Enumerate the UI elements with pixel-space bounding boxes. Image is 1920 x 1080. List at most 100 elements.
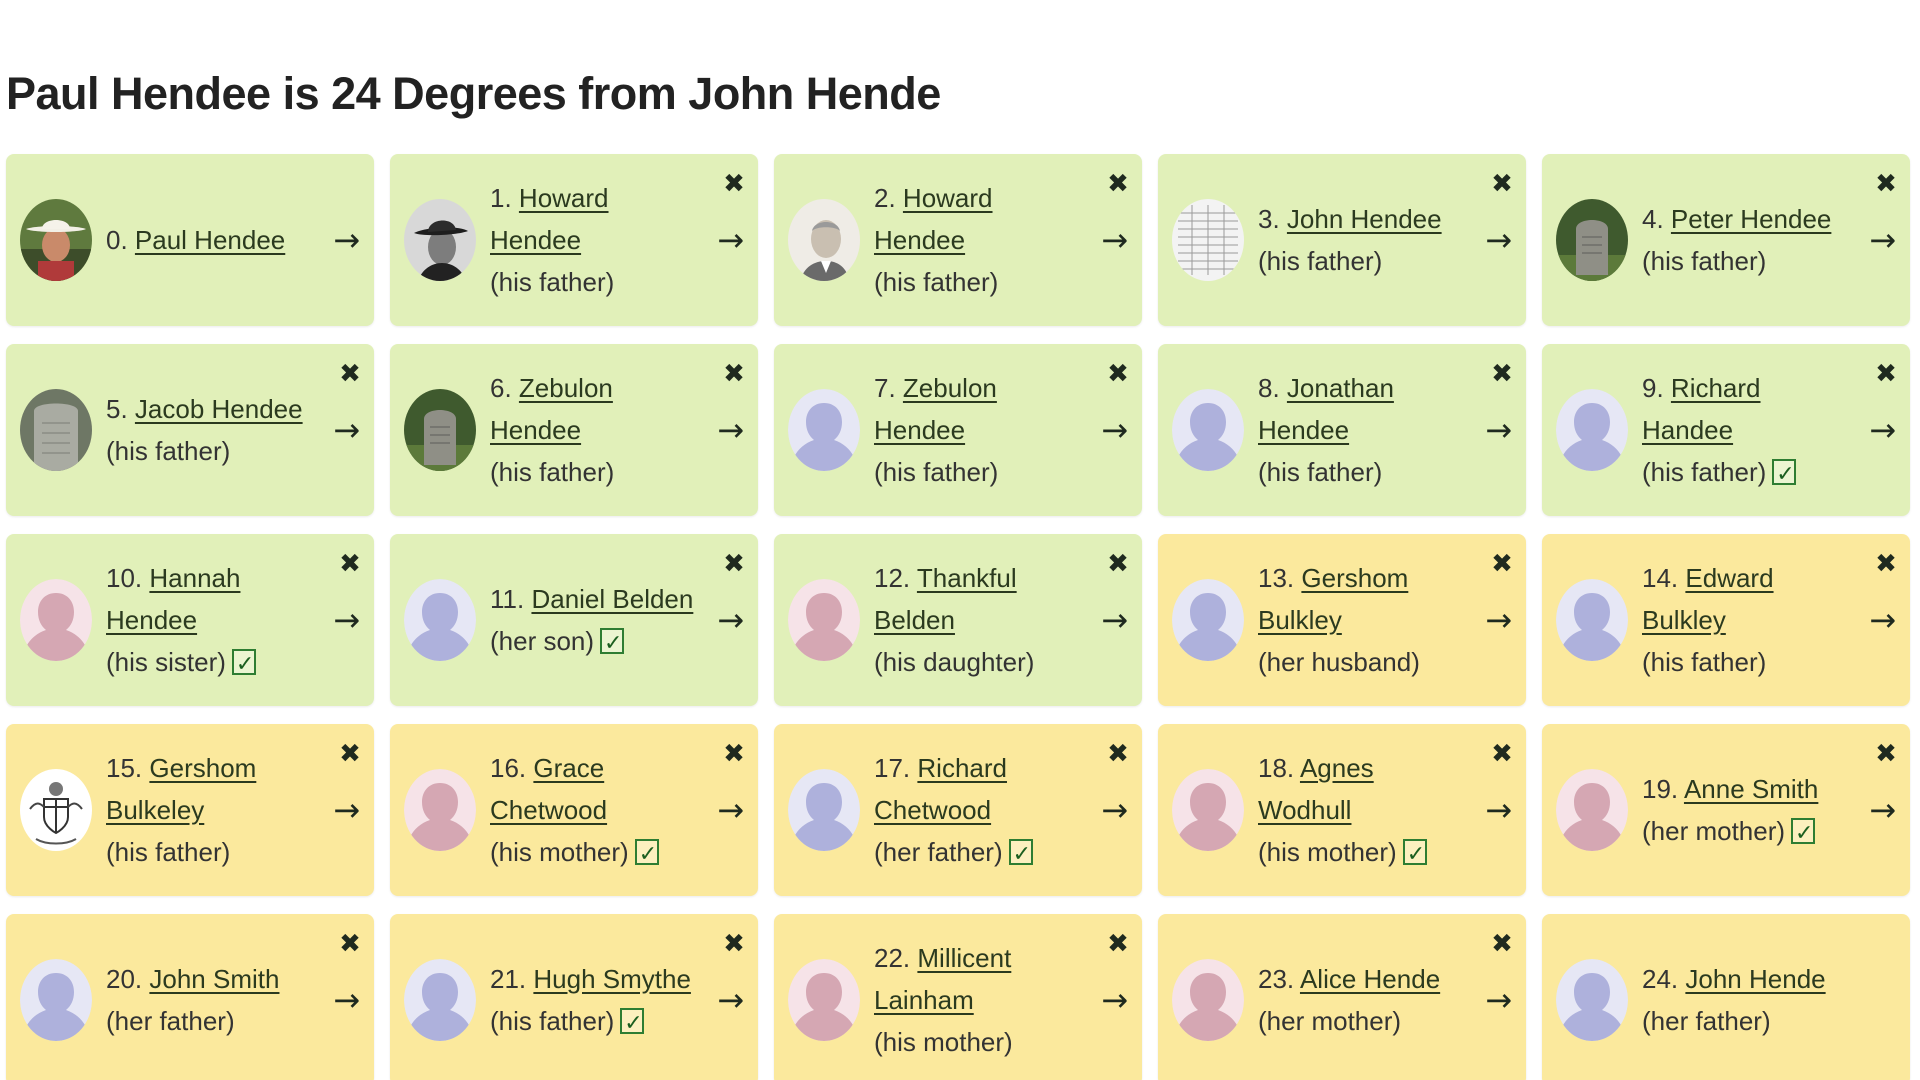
avatar[interactable]	[1172, 769, 1244, 851]
close-icon[interactable]: ✖	[723, 169, 745, 199]
close-icon[interactable]: ✖	[1875, 549, 1897, 579]
next-arrow-icon[interactable]: →	[1485, 221, 1512, 259]
person-name-link[interactable]: Richard Handee	[1642, 373, 1761, 445]
close-icon[interactable]: ✖	[723, 929, 745, 959]
next-arrow-icon[interactable]: →	[333, 791, 360, 829]
close-icon[interactable]: ✖	[1875, 169, 1897, 199]
avatar[interactable]	[788, 579, 860, 661]
next-arrow-icon[interactable]: →	[333, 601, 360, 639]
person-name-link[interactable]: Gershom Bulkley	[1258, 563, 1409, 635]
close-icon[interactable]: ✖	[1875, 359, 1897, 389]
person-name-link[interactable]: Peter Hendee	[1670, 204, 1832, 234]
close-icon[interactable]: ✖	[1107, 929, 1129, 959]
next-arrow-icon[interactable]: →	[1101, 791, 1128, 829]
close-icon[interactable]: ✖	[723, 359, 745, 389]
avatar[interactable]	[1556, 199, 1628, 281]
next-arrow-icon[interactable]: →	[717, 221, 744, 259]
avatar[interactable]	[788, 959, 860, 1041]
close-icon[interactable]: ✖	[723, 739, 745, 769]
close-icon[interactable]: ✖	[1107, 359, 1129, 389]
avatar[interactable]	[788, 389, 860, 471]
next-arrow-icon[interactable]: →	[717, 791, 744, 829]
avatar[interactable]	[1172, 959, 1244, 1041]
close-icon[interactable]: ✖	[339, 549, 361, 579]
close-icon[interactable]: ✖	[1491, 549, 1513, 579]
person-name-link[interactable]: John Hende	[1685, 964, 1826, 994]
next-arrow-icon[interactable]: →	[1869, 601, 1896, 639]
close-icon[interactable]: ✖	[1491, 359, 1513, 389]
person-name-link[interactable]: Howard Hendee	[490, 183, 609, 255]
avatar[interactable]	[20, 959, 92, 1041]
person-name-link[interactable]: Alice Hende	[1299, 964, 1441, 994]
person-name-link[interactable]: Paul Hendee	[134, 225, 286, 255]
person-name-link[interactable]: Howard Hendee	[874, 183, 993, 255]
person-name-link[interactable]: Zebulon Hendee	[874, 373, 997, 445]
relationship-label: (his father)	[874, 457, 999, 487]
next-arrow-icon[interactable]: →	[717, 411, 744, 449]
next-arrow-icon[interactable]: →	[1869, 791, 1896, 829]
person-name-link[interactable]: Gershom Bulkeley	[106, 753, 257, 825]
person-name-link[interactable]: John Smith	[149, 964, 280, 994]
next-arrow-icon[interactable]: →	[1485, 601, 1512, 639]
close-icon[interactable]: ✖	[339, 359, 361, 389]
avatar[interactable]	[404, 769, 476, 851]
avatar[interactable]	[20, 579, 92, 661]
next-arrow-icon[interactable]: →	[1101, 221, 1128, 259]
person-card: ✖ 16. Grace Chetwood (his mother) →	[390, 724, 758, 896]
next-arrow-icon[interactable]: →	[1485, 411, 1512, 449]
avatar[interactable]	[20, 199, 92, 281]
next-arrow-icon[interactable]: →	[717, 601, 744, 639]
close-icon[interactable]: ✖	[1491, 929, 1513, 959]
avatar[interactable]	[1556, 389, 1628, 471]
person-name-link[interactable]: Agnes Wodhull	[1258, 753, 1374, 825]
next-arrow-icon[interactable]: →	[1869, 221, 1896, 259]
close-icon[interactable]: ✖	[1875, 739, 1897, 769]
next-arrow-icon[interactable]: →	[1101, 601, 1128, 639]
avatar[interactable]	[404, 199, 476, 281]
avatar[interactable]	[1556, 579, 1628, 661]
person-name-link[interactable]: Zebulon Hendee	[490, 373, 613, 445]
person-name-link[interactable]: Grace Chetwood	[490, 753, 608, 825]
close-icon[interactable]: ✖	[1107, 739, 1129, 769]
close-icon[interactable]: ✖	[1491, 739, 1513, 769]
close-icon[interactable]: ✖	[1491, 169, 1513, 199]
next-arrow-icon[interactable]: →	[1485, 791, 1512, 829]
avatar[interactable]	[20, 769, 92, 851]
avatar[interactable]	[788, 769, 860, 851]
next-arrow-icon[interactable]: →	[333, 221, 360, 259]
person-name-link[interactable]: Jonathan Hendee	[1258, 373, 1394, 445]
next-arrow-icon[interactable]: →	[1869, 411, 1896, 449]
close-icon[interactable]: ✖	[723, 549, 745, 579]
avatar[interactable]	[1172, 389, 1244, 471]
person-name-link[interactable]: Thankful Belden	[874, 563, 1017, 635]
person-name-link[interactable]: Hugh Smythe	[533, 964, 691, 994]
avatar[interactable]	[1172, 199, 1244, 281]
avatar[interactable]	[1556, 769, 1628, 851]
person-name-link[interactable]: Richard Chetwood	[874, 753, 1007, 825]
avatar[interactable]	[404, 959, 476, 1041]
next-arrow-icon[interactable]: →	[1101, 411, 1128, 449]
avatar[interactable]	[20, 389, 92, 471]
person-name-link[interactable]: Hannah Hendee	[106, 563, 241, 635]
next-arrow-icon[interactable]: →	[717, 981, 744, 1019]
person-name-link[interactable]: Jacob Hendee	[134, 394, 303, 424]
person-name-link[interactable]: Daniel Belden	[531, 584, 694, 614]
person-name-link[interactable]: Millicent Lainham	[874, 943, 1012, 1015]
next-arrow-icon[interactable]: →	[1485, 981, 1512, 1019]
avatar[interactable]	[1172, 579, 1244, 661]
person-name-link[interactable]: Edward Bulkley	[1642, 563, 1774, 635]
person-name-link[interactable]: Anne Smith	[1683, 774, 1819, 804]
relationship-label: (his sister)	[106, 647, 226, 677]
close-icon[interactable]: ✖	[339, 739, 361, 769]
next-arrow-icon[interactable]: →	[333, 981, 360, 1019]
next-arrow-icon[interactable]: →	[1101, 981, 1128, 1019]
avatar[interactable]	[788, 199, 860, 281]
next-arrow-icon[interactable]: →	[333, 411, 360, 449]
close-icon[interactable]: ✖	[1107, 169, 1129, 199]
person-name-link[interactable]: John Hendee	[1286, 204, 1442, 234]
avatar[interactable]	[404, 579, 476, 661]
close-icon[interactable]: ✖	[1107, 549, 1129, 579]
avatar[interactable]	[1556, 959, 1628, 1041]
close-icon[interactable]: ✖	[339, 929, 361, 959]
avatar[interactable]	[404, 389, 476, 471]
